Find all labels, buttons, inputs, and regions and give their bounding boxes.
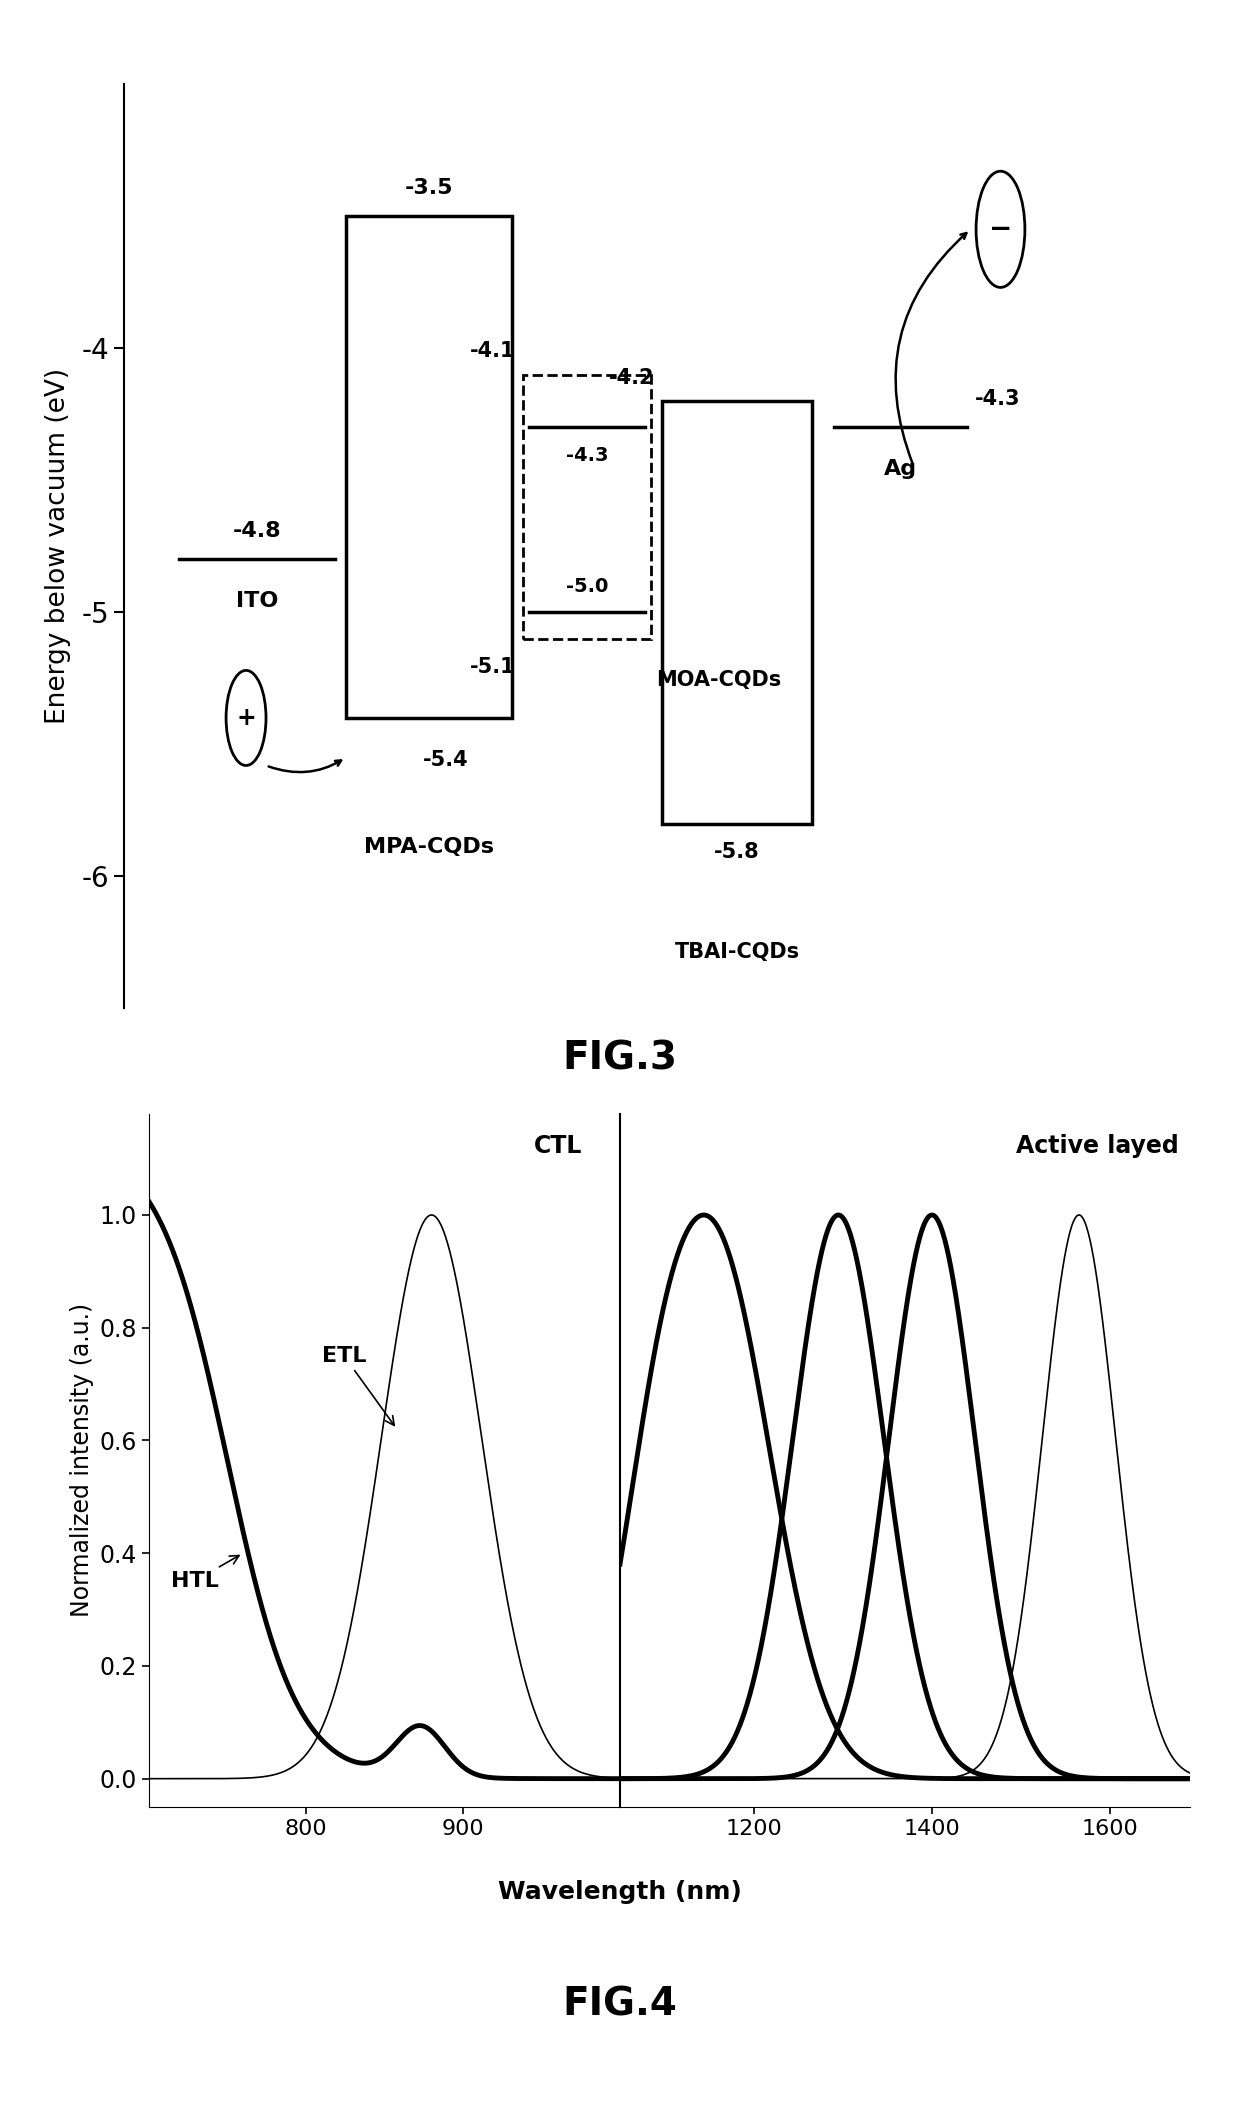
Y-axis label: Normalized intensity (a.u.): Normalized intensity (a.u.) — [69, 1303, 94, 1618]
Text: -5.4: -5.4 — [423, 750, 469, 769]
Bar — [346, 216, 512, 719]
Text: -5.1: -5.1 — [470, 658, 516, 677]
Text: TBAI-CQDs: TBAI-CQDs — [675, 943, 800, 962]
Text: -4.8: -4.8 — [233, 521, 281, 540]
Text: HTL: HTL — [171, 1555, 239, 1590]
Bar — [523, 374, 651, 639]
Text: FIG.3: FIG.3 — [563, 1040, 677, 1078]
Text: -4.2: -4.2 — [609, 368, 655, 389]
Text: ITO: ITO — [236, 590, 278, 611]
Text: MPA-CQDs: MPA-CQDs — [365, 836, 494, 857]
Text: -5.8: -5.8 — [714, 843, 760, 861]
Text: MOA-CQDs: MOA-CQDs — [656, 670, 781, 691]
Text: -5.0: -5.0 — [565, 578, 609, 597]
Text: +: + — [236, 706, 255, 729]
Text: FIG.4: FIG.4 — [563, 1985, 677, 2023]
Y-axis label: Energy below vacuum (eV): Energy below vacuum (eV) — [45, 368, 71, 725]
Text: ETL: ETL — [321, 1345, 394, 1424]
Text: Wavelength (nm): Wavelength (nm) — [498, 1880, 742, 1904]
Text: -4.3: -4.3 — [975, 389, 1021, 410]
Text: -3.5: -3.5 — [404, 179, 454, 197]
Text: -4.3: -4.3 — [565, 445, 609, 464]
Text: -4.1: -4.1 — [470, 340, 516, 361]
Bar — [662, 401, 812, 824]
Text: −: − — [988, 214, 1012, 244]
Text: Ag: Ag — [884, 460, 918, 479]
Text: Active layed: Active layed — [1017, 1135, 1179, 1158]
Text: CTL: CTL — [534, 1135, 583, 1158]
